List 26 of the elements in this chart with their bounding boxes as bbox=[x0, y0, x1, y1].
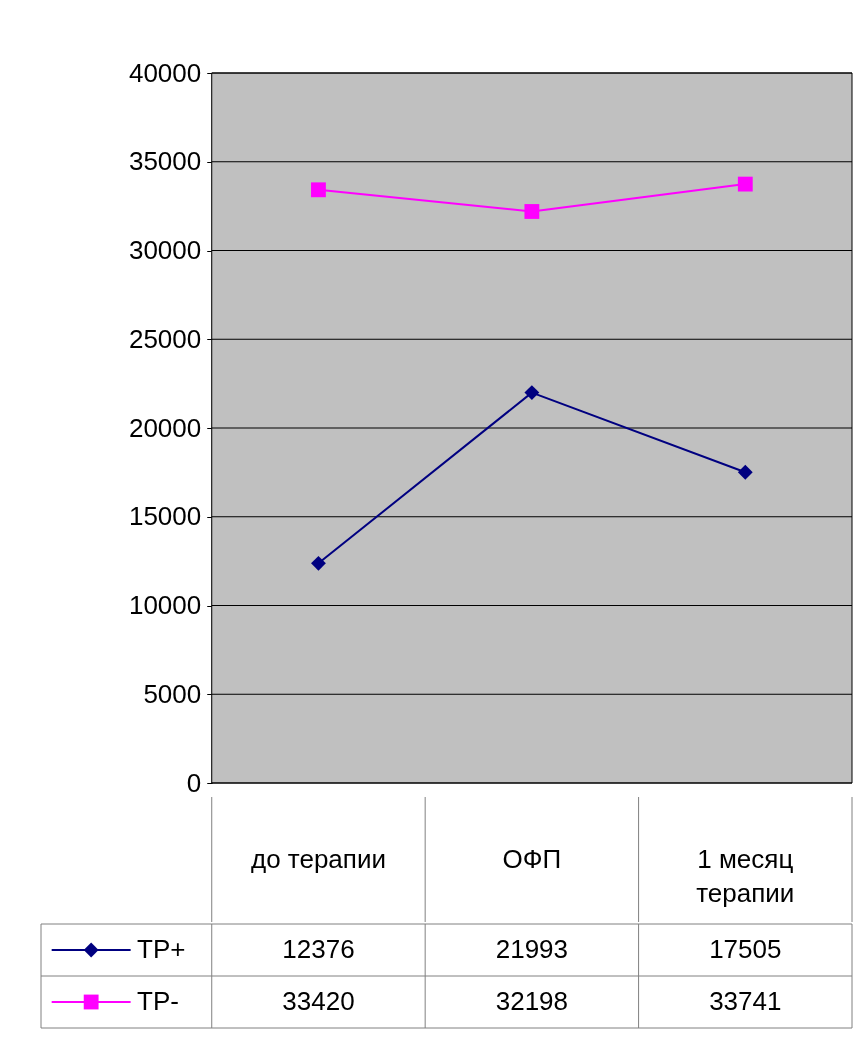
y-tick-label: 40000 bbox=[128, 57, 202, 88]
y-tick-label: 15000 bbox=[128, 501, 202, 532]
y-tick-label: 10000 bbox=[128, 590, 202, 620]
y-tick-label: 35000 bbox=[128, 146, 202, 177]
y-tick-label: 20000 bbox=[128, 412, 202, 443]
data-label: 33420 bbox=[282, 986, 355, 1016]
point bbox=[737, 176, 753, 192]
data-label: 32198 bbox=[495, 986, 569, 1016]
y-tick-label: 30000 bbox=[128, 235, 202, 265]
legend-label: TP+ bbox=[137, 934, 186, 964]
data-label: 21993 bbox=[495, 934, 569, 964]
x-tick-label: до терапии bbox=[250, 843, 386, 874]
data-label: 12376 bbox=[282, 934, 355, 964]
point bbox=[311, 555, 326, 571]
y-tick-label: 0 bbox=[186, 767, 202, 798]
y-tick-label: 5000 bbox=[143, 678, 202, 709]
point bbox=[524, 385, 540, 401]
x-tick-label: ОФП bbox=[502, 843, 562, 874]
y-tick-label: 25000 bbox=[128, 323, 202, 354]
point bbox=[311, 182, 326, 198]
point bbox=[524, 204, 540, 219]
legend-label: TP- bbox=[137, 986, 179, 1016]
data-label: 17505 bbox=[709, 934, 782, 964]
point bbox=[737, 464, 753, 480]
data-label: 33741 bbox=[709, 986, 782, 1016]
x-tick-label: 1 месяц терапии bbox=[696, 843, 795, 908]
